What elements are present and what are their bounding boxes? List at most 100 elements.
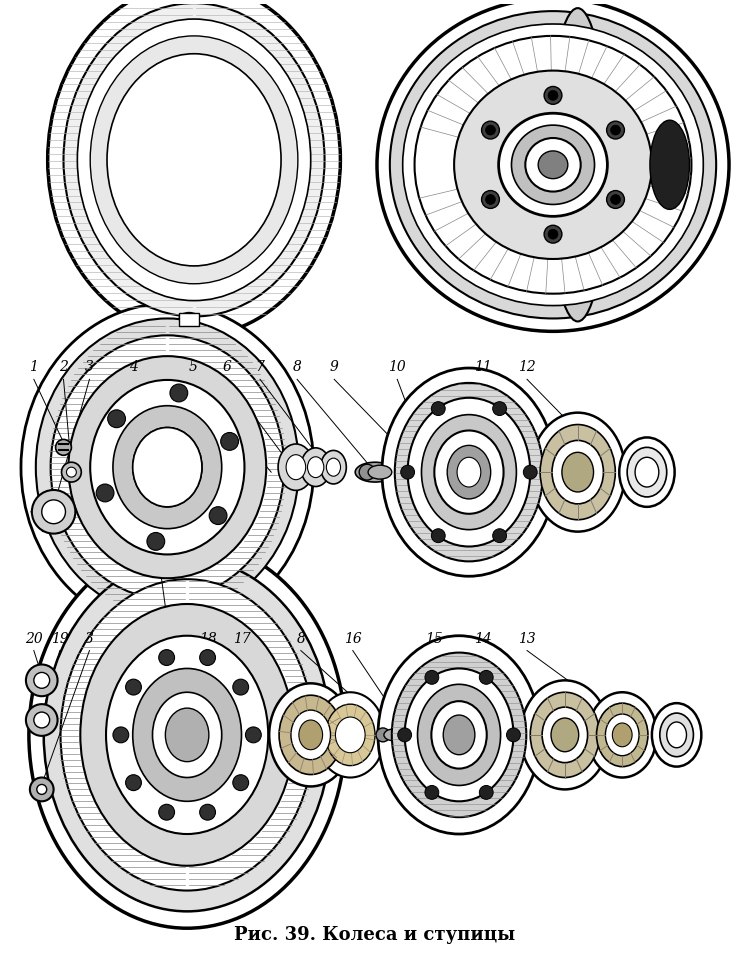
- Circle shape: [159, 650, 175, 665]
- Circle shape: [37, 785, 46, 794]
- Ellipse shape: [538, 150, 568, 179]
- Circle shape: [607, 121, 625, 139]
- Circle shape: [479, 670, 494, 684]
- Text: 20: 20: [25, 632, 43, 646]
- Text: 11: 11: [474, 361, 491, 374]
- Circle shape: [56, 440, 71, 455]
- Ellipse shape: [133, 428, 202, 507]
- Ellipse shape: [36, 319, 298, 616]
- Circle shape: [482, 191, 500, 208]
- Circle shape: [485, 125, 496, 135]
- Ellipse shape: [291, 710, 331, 760]
- Ellipse shape: [540, 425, 615, 520]
- Circle shape: [544, 226, 562, 243]
- Text: 13: 13: [518, 632, 536, 646]
- Circle shape: [26, 704, 58, 736]
- Ellipse shape: [179, 313, 199, 324]
- Ellipse shape: [394, 383, 543, 562]
- Ellipse shape: [562, 452, 593, 492]
- Text: 1: 1: [29, 361, 38, 374]
- Circle shape: [548, 230, 558, 239]
- Ellipse shape: [605, 714, 639, 755]
- Ellipse shape: [148, 445, 187, 490]
- Ellipse shape: [392, 653, 526, 817]
- Circle shape: [170, 384, 188, 402]
- Ellipse shape: [107, 54, 281, 266]
- Circle shape: [26, 664, 58, 697]
- Text: 4: 4: [130, 361, 139, 374]
- Circle shape: [431, 402, 445, 415]
- Ellipse shape: [627, 447, 667, 497]
- Ellipse shape: [21, 304, 313, 631]
- Ellipse shape: [551, 718, 579, 751]
- Circle shape: [34, 712, 50, 728]
- Ellipse shape: [308, 457, 324, 478]
- Ellipse shape: [552, 441, 604, 504]
- Circle shape: [42, 500, 65, 524]
- Circle shape: [400, 465, 415, 479]
- Ellipse shape: [390, 11, 716, 319]
- Ellipse shape: [520, 680, 609, 789]
- Ellipse shape: [90, 380, 244, 554]
- Ellipse shape: [372, 726, 408, 743]
- Ellipse shape: [165, 708, 209, 762]
- Ellipse shape: [356, 462, 395, 482]
- Circle shape: [147, 532, 165, 550]
- Ellipse shape: [316, 693, 385, 778]
- Ellipse shape: [51, 335, 284, 599]
- Ellipse shape: [596, 703, 648, 767]
- Ellipse shape: [635, 457, 658, 487]
- Text: 17: 17: [232, 632, 250, 646]
- Ellipse shape: [61, 579, 314, 891]
- Circle shape: [485, 194, 496, 204]
- Ellipse shape: [434, 431, 503, 514]
- Circle shape: [96, 484, 114, 502]
- Ellipse shape: [77, 19, 310, 301]
- Ellipse shape: [384, 729, 404, 741]
- Ellipse shape: [652, 703, 701, 767]
- Bar: [179, 313, 199, 326]
- Circle shape: [32, 490, 75, 533]
- Ellipse shape: [660, 713, 694, 757]
- Ellipse shape: [403, 24, 704, 306]
- Ellipse shape: [457, 457, 481, 487]
- Circle shape: [209, 507, 227, 525]
- Circle shape: [544, 86, 562, 105]
- Ellipse shape: [382, 368, 556, 576]
- Ellipse shape: [106, 636, 268, 834]
- Text: 9: 9: [330, 361, 339, 374]
- Text: 5: 5: [189, 361, 198, 374]
- Circle shape: [425, 786, 439, 799]
- Ellipse shape: [68, 357, 266, 578]
- Ellipse shape: [326, 704, 375, 766]
- Text: 12: 12: [518, 361, 536, 374]
- Circle shape: [403, 460, 427, 484]
- Ellipse shape: [415, 36, 692, 294]
- Circle shape: [493, 529, 506, 542]
- Ellipse shape: [418, 684, 500, 786]
- Ellipse shape: [368, 465, 392, 479]
- Ellipse shape: [269, 683, 352, 786]
- Ellipse shape: [377, 0, 729, 331]
- Text: 18: 18: [200, 632, 217, 646]
- Text: 19: 19: [51, 632, 69, 646]
- Text: 3: 3: [85, 632, 94, 646]
- Ellipse shape: [667, 722, 686, 747]
- Ellipse shape: [530, 693, 599, 778]
- Circle shape: [479, 786, 494, 799]
- Ellipse shape: [335, 717, 365, 752]
- Circle shape: [245, 727, 261, 743]
- Circle shape: [34, 672, 50, 688]
- Ellipse shape: [326, 458, 340, 476]
- Text: 8: 8: [296, 632, 305, 646]
- Circle shape: [232, 775, 248, 790]
- Circle shape: [493, 402, 506, 415]
- Ellipse shape: [587, 693, 657, 778]
- Circle shape: [410, 725, 430, 744]
- Ellipse shape: [320, 450, 346, 484]
- Circle shape: [125, 775, 142, 790]
- Ellipse shape: [612, 723, 632, 746]
- Circle shape: [232, 679, 248, 695]
- Ellipse shape: [278, 444, 314, 490]
- Circle shape: [159, 804, 175, 820]
